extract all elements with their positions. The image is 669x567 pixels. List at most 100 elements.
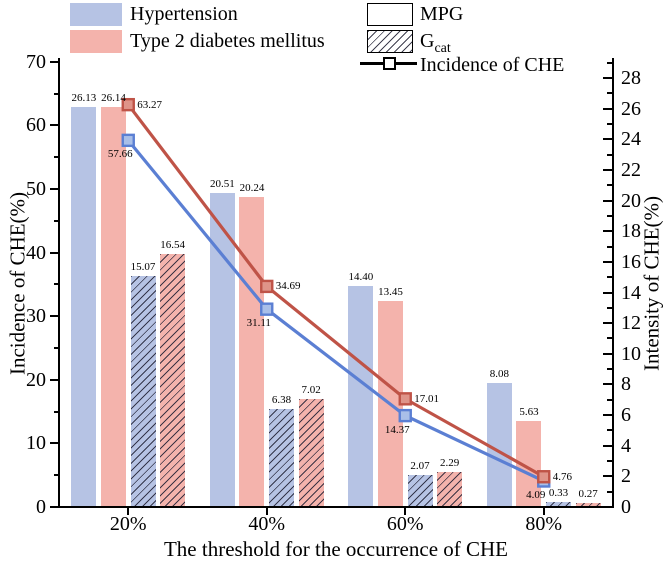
right-axis-minor-tick xyxy=(607,490,612,493)
left-axis-tick-label: 10 xyxy=(26,432,46,455)
right-axis-tick-label: 22 xyxy=(621,158,641,181)
bar-gcat-hypertension xyxy=(407,475,433,507)
left-axis-major-tick xyxy=(50,378,59,381)
diabetes-swatch xyxy=(70,30,122,53)
bar-mpg-hypertension xyxy=(348,286,374,507)
left-axis-major-tick xyxy=(50,442,59,445)
right-axis-major-tick xyxy=(603,414,612,417)
left-axis-tick-label: 60 xyxy=(26,114,46,137)
left-axis-minor-tick xyxy=(54,219,59,222)
right-axis-major-tick xyxy=(603,506,612,508)
x-axis-tick-label: 40% xyxy=(248,513,286,535)
incidence-line xyxy=(126,103,545,479)
right-axis-major-tick xyxy=(603,383,612,386)
bar-value-label: 16.54 xyxy=(160,238,186,251)
right-axis-tick-label: 16 xyxy=(621,250,641,273)
right-axis-tick-label: 28 xyxy=(621,67,641,90)
right-axis-tick-label: 10 xyxy=(621,342,641,365)
bar-gcat-hypertension xyxy=(269,409,295,507)
left-axis-minor-tick xyxy=(54,474,59,477)
gcat-swatch xyxy=(367,30,413,53)
x-axis-tick-label: 80% xyxy=(525,513,563,535)
right-axis-major-tick xyxy=(603,199,612,202)
left-axis-minor-tick xyxy=(54,410,59,413)
bar-mpg-type xyxy=(100,106,126,507)
right-axis-minor-tick xyxy=(607,123,612,125)
right-axis-minor-tick xyxy=(607,429,612,432)
left-axis-major-tick xyxy=(50,188,59,191)
bottom-axis-line xyxy=(57,505,614,508)
right-axis-major-tick xyxy=(603,352,612,355)
right-axis-minor-tick xyxy=(607,337,612,340)
line-value-label: 17.01 xyxy=(414,392,439,405)
left-axis-minor-tick xyxy=(54,156,59,159)
right-axis-tick-label: 24 xyxy=(621,128,641,151)
right-axis-minor-tick xyxy=(607,245,612,248)
left-axis-line xyxy=(57,58,60,508)
x-axis-title: The threshold for the occurrence of CHE xyxy=(163,537,509,561)
right-axis-tick-label: 4 xyxy=(621,434,631,457)
x-axis-tick-label: 20% xyxy=(109,513,147,535)
right-axis-tick-label: 8 xyxy=(621,373,631,396)
left-axis-tick-label: 70 xyxy=(26,50,46,73)
right-axis-tick-label: 6 xyxy=(621,404,631,427)
right-axis-tick-label: 12 xyxy=(621,312,641,335)
bar-value-label: 0.27 xyxy=(578,487,598,500)
right-axis-major-tick xyxy=(603,444,612,447)
bar-value-label: 26.13 xyxy=(71,91,97,104)
hypertension-swatch xyxy=(70,3,122,26)
left-axis-major-tick xyxy=(50,251,59,254)
right-axis-major-tick xyxy=(603,138,612,141)
bar-value-label: 7.02 xyxy=(301,384,321,397)
right-axis-major-tick xyxy=(603,260,612,263)
incidence-legend-marker xyxy=(383,57,396,70)
left-axis-minor-tick xyxy=(54,92,59,95)
x-axis-tick xyxy=(127,507,130,515)
left-axis-major-tick xyxy=(50,124,59,127)
bar-value-label: 8.08 xyxy=(489,368,509,381)
x-axis-tick xyxy=(265,507,268,515)
right-axis-minor-tick xyxy=(607,306,612,309)
right-axis-tick-label: 20 xyxy=(621,189,641,212)
left-axis-major-tick xyxy=(50,506,59,508)
right-axis-minor-tick xyxy=(607,92,612,95)
right-axis-minor-tick xyxy=(607,214,612,217)
right-axis-tick-label: 18 xyxy=(621,220,641,243)
bar-value-label: 5.63 xyxy=(519,405,539,418)
line-value-label: 4.09 xyxy=(526,488,546,501)
right-axis-major-tick xyxy=(603,291,612,294)
line-value-label: 14.37 xyxy=(384,423,410,436)
legend-label-hypertension: Hypertension xyxy=(130,3,238,25)
right-axis-line xyxy=(611,58,614,508)
left-axis-minor-tick xyxy=(54,347,59,350)
bar-gcat-type xyxy=(575,502,601,507)
bar-gcat-hypertension xyxy=(130,276,156,507)
right-axis-minor-tick xyxy=(607,184,612,187)
right-axis-minor-tick xyxy=(607,276,612,279)
plot-area: 26.13 20.51 14.40 8.08 26.14 20.24 13.45 5.63 15… xyxy=(59,58,613,507)
right-axis-major-tick xyxy=(603,168,612,171)
bar-gcat-type xyxy=(160,253,186,507)
right-axis-major-tick xyxy=(603,322,612,325)
bar-value-label: 0.33 xyxy=(548,486,569,499)
left-axis-tick-label: 0 xyxy=(36,496,46,518)
bar-gcat-hypertension xyxy=(546,501,572,507)
left-axis-minor-tick xyxy=(54,283,59,286)
left-axis-major-tick xyxy=(50,60,59,63)
left-axis-tick-label: 40 xyxy=(26,241,46,264)
legend-label-mpg: MPG xyxy=(420,3,464,25)
bar-value-label: 2.29 xyxy=(440,456,460,469)
left-axis-tick-label: 20 xyxy=(26,368,46,391)
right-axis-tick-label: 14 xyxy=(621,281,641,304)
line-value-label: 63.27 xyxy=(137,98,162,111)
bar-mpg-hypertension xyxy=(486,383,512,507)
bar-mpg-type xyxy=(239,196,265,507)
right-axis-minor-tick xyxy=(607,460,612,463)
bar-mpg-hypertension xyxy=(71,106,97,507)
bar-value-label: 14.40 xyxy=(348,271,374,284)
bar-gcat-type xyxy=(298,399,324,507)
line-value-label: 31.11 xyxy=(246,317,271,330)
right-axis-major-tick xyxy=(603,107,612,110)
x-axis-tick xyxy=(404,507,407,515)
line-value-label: 57.66 xyxy=(107,148,133,161)
